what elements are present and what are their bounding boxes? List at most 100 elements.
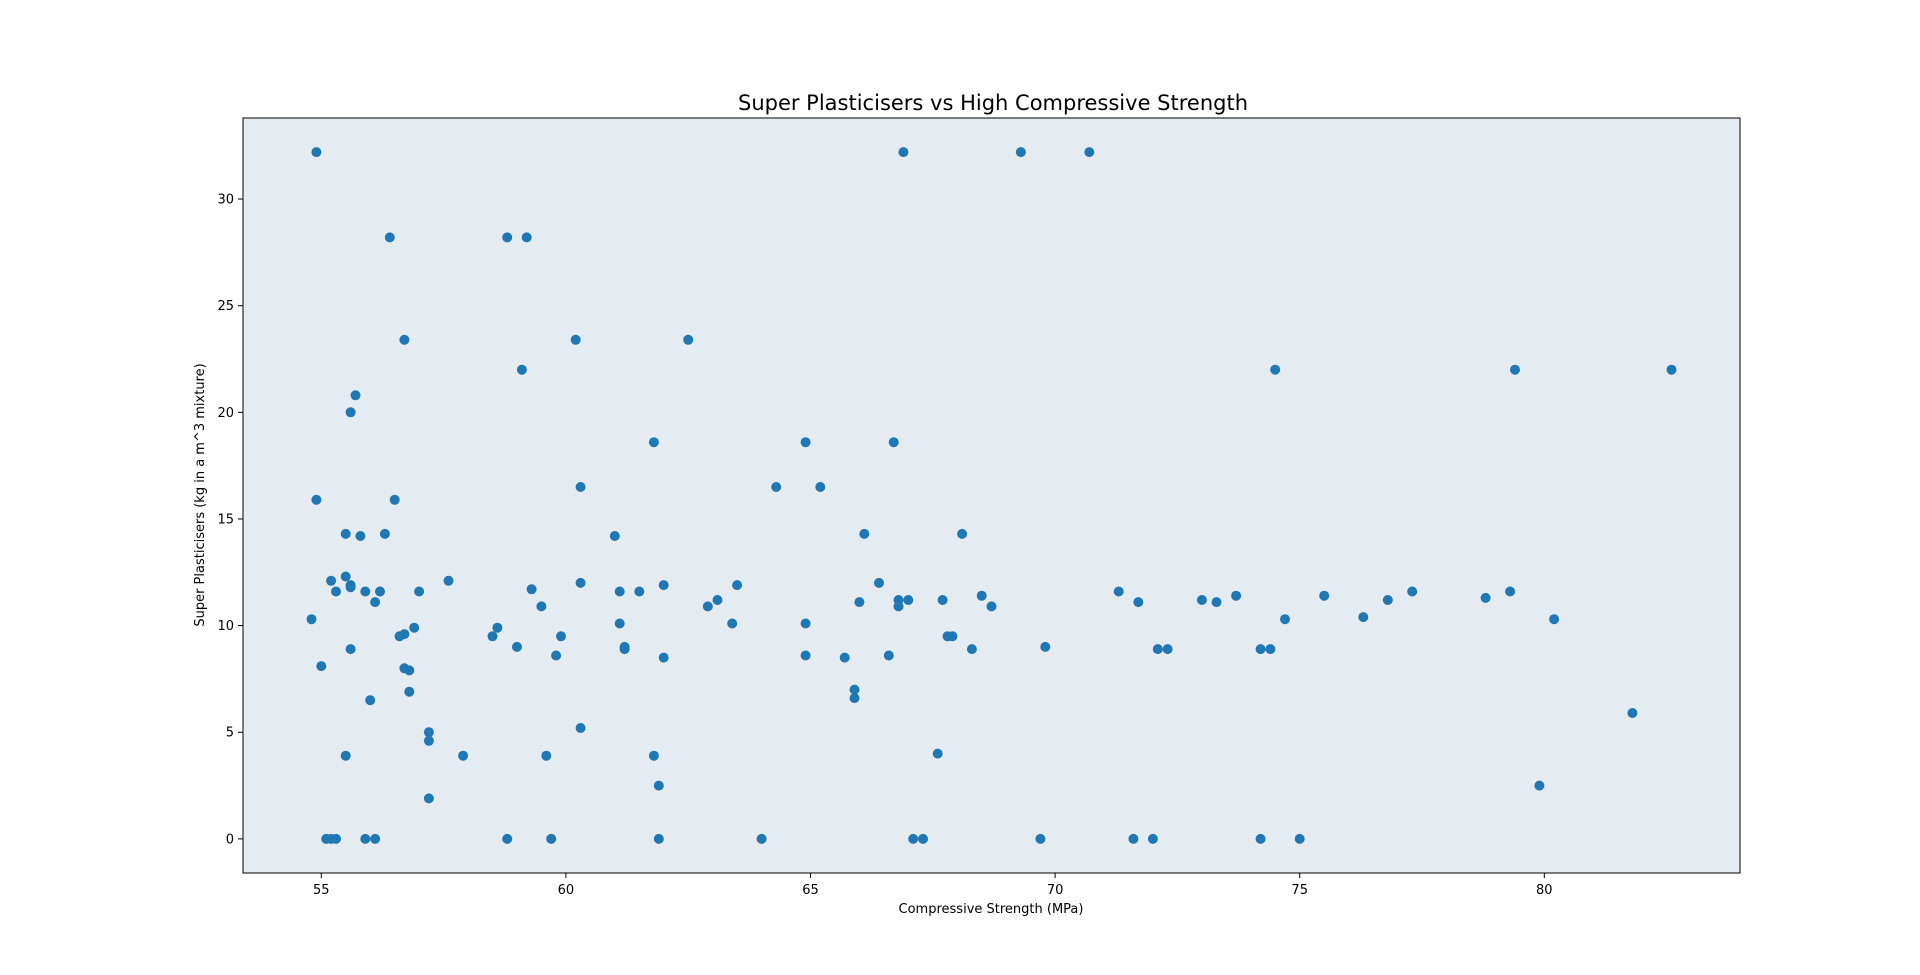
data-point (536, 601, 547, 612)
data-point (502, 232, 513, 243)
data-point (898, 147, 909, 158)
data-point (551, 650, 562, 661)
data-point (443, 575, 454, 586)
data-point (404, 686, 415, 697)
data-point (487, 631, 498, 642)
data-point (575, 482, 586, 492)
data-point (893, 601, 904, 612)
data-point (541, 750, 552, 761)
data-point (1382, 595, 1393, 605)
data-point (316, 661, 327, 672)
data-point (1133, 597, 1144, 608)
data-point (888, 437, 899, 448)
y-tick-label: 10 (217, 619, 234, 634)
data-point (1211, 597, 1222, 608)
data-point (712, 595, 723, 605)
data-point (1015, 147, 1026, 158)
data-point (575, 723, 586, 733)
data-point (1152, 644, 1163, 655)
data-point (1510, 364, 1520, 375)
data-point (648, 437, 659, 448)
data-point (1255, 644, 1266, 655)
data-point (648, 750, 659, 761)
data-point (756, 833, 767, 844)
data-point (502, 833, 513, 844)
data-point (360, 586, 371, 597)
data-point (800, 437, 811, 448)
data-point (345, 582, 356, 593)
data-point (394, 631, 405, 642)
data-point (526, 584, 537, 595)
chart-title: Super Plasticisers vs High Compressive S… (738, 91, 1248, 115)
data-point (350, 390, 361, 401)
data-point (399, 663, 410, 674)
data-point (1319, 590, 1330, 601)
data-point (854, 597, 865, 608)
x-tick-label: 65 (802, 883, 819, 898)
data-point (653, 780, 664, 791)
data-point (1627, 708, 1638, 718)
data-point (516, 364, 527, 375)
data-point (365, 695, 376, 706)
data-point (1666, 364, 1677, 375)
data-points (306, 147, 1677, 844)
x-tick-label: 80 (1536, 883, 1553, 898)
data-point (458, 750, 469, 761)
data-point (849, 693, 860, 704)
data-point (1128, 833, 1139, 844)
data-point (345, 407, 356, 418)
data-point (815, 482, 826, 492)
data-point (409, 622, 420, 633)
data-point (1162, 644, 1173, 655)
data-point (1255, 833, 1266, 844)
data-point (874, 577, 884, 588)
data-point (1280, 614, 1290, 625)
data-point (570, 334, 581, 345)
data-point (947, 631, 958, 642)
data-point (614, 586, 625, 597)
data-point (1358, 612, 1369, 623)
data-point (1147, 833, 1158, 844)
data-point (331, 586, 341, 597)
data-point (423, 793, 434, 804)
data-point (932, 748, 943, 759)
data-point (389, 494, 400, 505)
data-point (634, 586, 645, 597)
data-point (575, 577, 586, 588)
data-point (883, 650, 894, 661)
data-point (986, 601, 997, 612)
data-point (1196, 595, 1207, 605)
data-point (423, 727, 434, 738)
data-point (1035, 833, 1046, 844)
data-point (839, 652, 850, 663)
data-point (732, 580, 743, 591)
data-point (340, 750, 351, 761)
data-point (1084, 147, 1095, 158)
y-tick-label: 0 (226, 832, 234, 847)
data-point (658, 652, 669, 663)
data-point (918, 833, 928, 844)
data-point (546, 833, 557, 844)
data-point (423, 735, 434, 746)
data-point (727, 618, 738, 629)
data-point (702, 601, 713, 612)
data-point (683, 334, 694, 345)
data-point (1265, 644, 1276, 655)
data-point (908, 833, 919, 844)
data-point (340, 528, 351, 539)
data-point (345, 644, 356, 655)
data-point (1505, 586, 1516, 597)
y-tick-label: 25 (217, 299, 234, 314)
y-tick-label: 5 (226, 726, 234, 741)
data-point (849, 684, 860, 695)
data-point (1294, 833, 1305, 844)
data-point (653, 833, 664, 844)
data-point (614, 618, 625, 629)
data-point (937, 595, 948, 605)
data-point (556, 631, 566, 642)
data-point (340, 571, 351, 582)
data-point (384, 232, 395, 243)
data-point (771, 482, 782, 492)
data-point (1113, 586, 1124, 597)
